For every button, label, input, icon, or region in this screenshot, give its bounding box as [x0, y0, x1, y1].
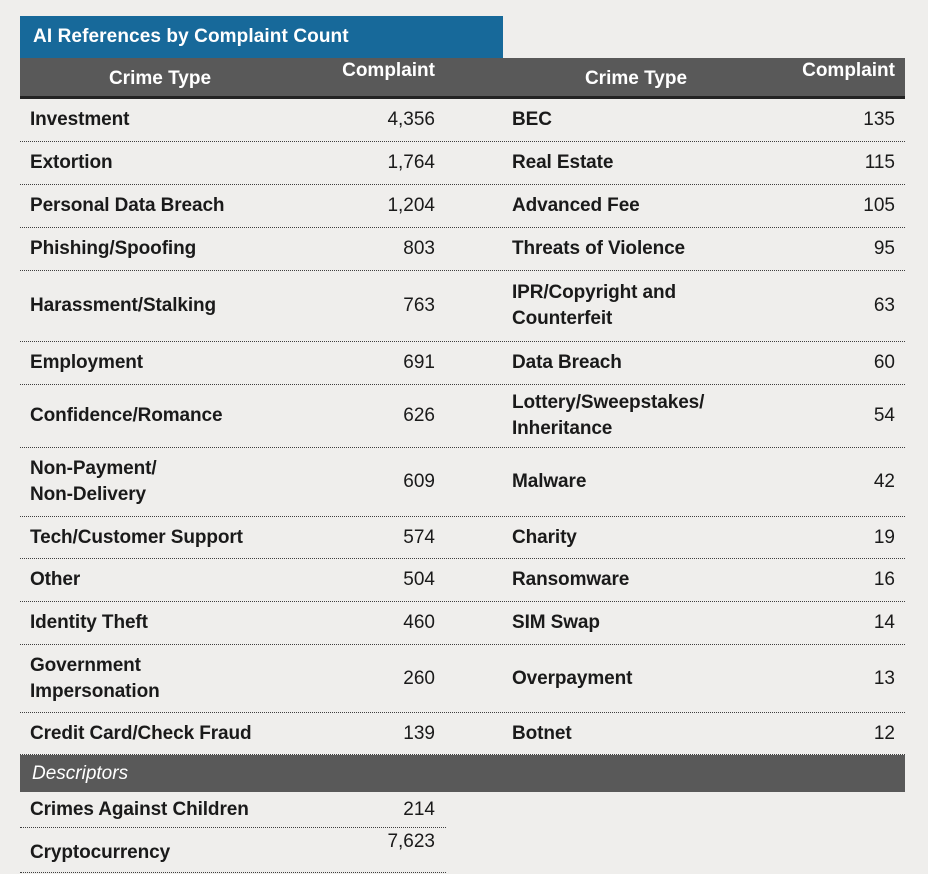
complaint-count-cell: 803 — [403, 238, 435, 259]
complaint-count-cell: 13 — [873, 667, 895, 689]
table-row: Identity Theft 460 SIM Swap 14 — [20, 602, 905, 645]
header-complaint-left: Complaint — [342, 60, 435, 81]
complaint-count-cell: 14 — [873, 612, 895, 633]
table-row: Harassment/Stalking 763 IPR/Copyright an… — [20, 271, 905, 342]
crime-type-cell: Government Impersonation — [30, 654, 160, 702]
complaint-count-cell: 135 — [863, 109, 895, 130]
complaint-count-cell: 4,356 — [387, 109, 435, 130]
crime-type-cell: Credit Card/Check Fraud — [30, 722, 252, 744]
descriptor-row: Crimes Against Children 214 — [20, 792, 446, 828]
table-row: Extortion 1,764 Real Estate 115 — [20, 142, 905, 185]
crime-type-cell: Extortion — [30, 152, 113, 173]
descriptor-row: Cryptocurrency 7,623 — [20, 828, 446, 873]
complaint-count-cell: 504 — [403, 569, 435, 590]
table-row: Phishing/Spoofing 803 Threats of Violenc… — [20, 228, 905, 271]
complaint-count-cell: 19 — [873, 526, 895, 548]
crime-type-cell: Identity Theft — [30, 612, 148, 633]
crime-type-cell: BEC — [512, 109, 552, 130]
complaint-count-cell: 115 — [864, 152, 895, 173]
table-row: Non-Payment/ Non-Delivery 609 Malware 42 — [20, 448, 905, 517]
complaint-count-cell: 460 — [403, 612, 435, 633]
crime-type-cell: Phishing/Spoofing — [30, 238, 197, 259]
crime-type-cell: Charity — [512, 526, 577, 548]
descriptors-section-bar: Descriptors — [20, 755, 905, 792]
complaint-count-cell: 60 — [873, 352, 895, 373]
crime-type-cell: Data Breach — [512, 352, 622, 373]
crime-type-cell: Harassment/Stalking — [30, 295, 217, 316]
crime-type-cell: Other — [30, 569, 81, 590]
complaint-count-cell: 1,204 — [387, 195, 435, 216]
complaint-count-cell: 626 — [403, 405, 435, 426]
table-row: Government Impersonation 260 Overpayment… — [20, 645, 905, 713]
complaint-count-cell: 95 — [873, 238, 895, 259]
crime-type-cell: Personal Data Breach — [30, 195, 225, 216]
crime-type-cell: Investment — [30, 109, 130, 130]
crime-type-cell: Real Estate — [512, 152, 614, 173]
descriptor-count-cell: 7,623 — [387, 831, 435, 852]
table-row: Personal Data Breach 1,204 Advanced Fee … — [20, 185, 905, 228]
complaint-count-cell: 42 — [873, 471, 895, 492]
table-header-row: Crime Type Complaint Crime Type Complain… — [20, 58, 905, 99]
table-row: Employment 691 Data Breach 60 — [20, 342, 905, 385]
complaint-count-cell: 54 — [873, 405, 895, 426]
complaint-count-cell: 260 — [403, 667, 435, 689]
header-crime-type-left: Crime Type — [108, 68, 212, 89]
crime-type-cell: Employment — [30, 352, 144, 373]
complaint-count-cell: 139 — [403, 722, 435, 744]
crime-type-cell: Botnet — [512, 722, 572, 744]
header-complaint-right: Complaint — [802, 60, 895, 81]
crime-type-cell: Advanced Fee — [512, 195, 640, 216]
descriptor-type-cell: Crimes Against Children — [30, 798, 249, 820]
table-title-bar: AI References by Complaint Count — [20, 16, 503, 58]
table-row: Investment 4,356 BEC 135 — [20, 99, 905, 142]
crime-type-cell: SIM Swap — [512, 612, 600, 633]
complaint-count-cell: 574 — [403, 526, 435, 548]
complaint-count-cell: 16 — [873, 569, 895, 590]
crime-type-cell: Malware — [512, 471, 587, 492]
complaint-count-cell: 63 — [873, 295, 895, 316]
table-title: AI References by Complaint Count — [33, 26, 349, 47]
crime-type-cell: Overpayment — [512, 667, 633, 689]
table-row: Other 504 Ransomware 16 — [20, 559, 905, 602]
crime-type-cell: Non-Payment/ Non-Delivery — [30, 458, 157, 505]
crime-type-cell: Confidence/Romance — [30, 405, 223, 426]
header-crime-type-right: Crime Type — [584, 68, 688, 89]
complaint-count-cell: 691 — [403, 352, 435, 373]
descriptor-count-cell: 214 — [403, 798, 435, 820]
crime-type-cell: Tech/Customer Support — [30, 526, 243, 548]
complaint-count-cell: 763 — [403, 295, 435, 316]
descriptor-type-cell: Cryptocurrency — [30, 842, 171, 863]
crime-type-cell: Threats of Violence — [512, 238, 686, 259]
crime-type-cell: IPR/Copyright and Counterfeit — [512, 282, 677, 329]
crime-type-cell: Lottery/Sweepstakes/ Inheritance — [512, 392, 705, 439]
table-row: Credit Card/Check Fraud 139 Botnet 12 — [20, 713, 905, 755]
crime-type-cell: Ransomware — [512, 569, 630, 590]
complaint-count-cell: 105 — [863, 195, 895, 216]
complaint-count-table: Crime Type Complaint Crime Type Complain… — [20, 58, 905, 873]
complaint-count-cell: 12 — [873, 722, 895, 744]
descriptors-label: Descriptors — [32, 762, 129, 784]
complaint-count-cell: 609 — [403, 471, 435, 492]
complaint-count-cell: 1,764 — [387, 152, 435, 173]
table-row: Tech/Customer Support 574 Charity 19 — [20, 517, 905, 559]
table-row: Confidence/Romance 626 Lottery/Sweepstak… — [20, 385, 905, 448]
